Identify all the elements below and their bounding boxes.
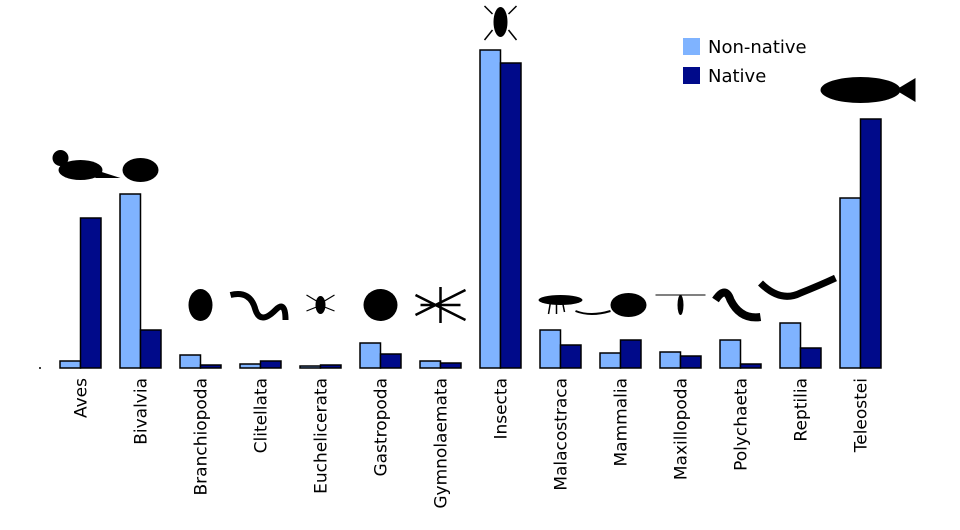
bar-mammalia-non-native: [599, 352, 622, 369]
bar-euchelicerata-non-native: [299, 365, 322, 369]
bar-branchiopoda-non-native: [179, 354, 202, 369]
bar-mammalia-native: [619, 339, 642, 369]
rat-icon: [575, 293, 647, 317]
bar-insecta-native: [499, 62, 522, 369]
bar-teleostei-native: [859, 118, 882, 369]
bar-maxillopoda-non-native: [659, 351, 682, 369]
clam-icon: [122, 158, 159, 182]
bar-bivalvia-native: [139, 329, 162, 369]
x-tick-label: Malacostraca: [552, 378, 572, 491]
x-tick-label: Clitellata: [252, 378, 272, 453]
x-tick-label: Mammalia: [612, 378, 632, 467]
mite-icon: [306, 294, 335, 314]
x-tick-label: Polychaeta: [732, 378, 752, 471]
x-tick-label: Branchiopoda: [192, 378, 212, 496]
bar-reptilia-non-native: [779, 322, 802, 369]
bar-polychaeta-non-native: [719, 339, 742, 369]
bar-clitellata-non-native: [239, 363, 262, 369]
bar-euchelicerata-native: [319, 364, 342, 369]
x-tick-label: Insecta: [492, 378, 512, 440]
polychaete-icon: [712, 288, 762, 322]
bar-gastropoda-native: [379, 353, 402, 369]
snail-icon: [363, 289, 398, 321]
lizard-icon: [758, 274, 837, 300]
worm-icon: [229, 291, 289, 321]
x-tick-label: Reptilia: [792, 378, 812, 442]
x-tick-label: Bivalvia: [132, 378, 152, 445]
bar-insecta-non-native: [479, 49, 502, 369]
x-tick-label: Euchelicerata: [312, 378, 332, 494]
bar-bivalvia-non-native: [119, 193, 142, 369]
bar-reptilia-native: [799, 347, 822, 369]
fish-icon: [820, 77, 916, 103]
x-tick-label: Gymnolaemata: [432, 378, 452, 509]
bar-gymnolaemata-native: [439, 362, 462, 369]
bar-clitellata-native: [259, 360, 282, 369]
x-tick-label: Gastropoda: [372, 378, 392, 477]
bar-branchiopoda-native: [199, 364, 222, 369]
x-tick-label: Maxillopoda: [672, 378, 692, 480]
beetle-icon: [483, 5, 518, 41]
bar-malacostraca-native: [559, 344, 582, 369]
bar-gastropoda-non-native: [359, 342, 382, 369]
legend-swatch-non-native: [683, 38, 700, 55]
legend-label-non-native: Non-native: [708, 37, 807, 58]
bar-polychaeta-native: [739, 363, 762, 369]
bird-icon: [52, 150, 121, 180]
x-tick-label: Aves: [72, 378, 92, 418]
bar-malacostraca-non-native: [539, 329, 562, 369]
copepod-icon: [655, 294, 706, 315]
legend-swatch-native: [683, 67, 700, 84]
shrimp-icon: [538, 295, 583, 315]
water-flea-icon: [188, 289, 213, 321]
bar-maxillopoda-native: [679, 355, 702, 369]
bar-teleostei-non-native: [839, 197, 862, 369]
axis-origin-mark: [39, 367, 41, 369]
bar-aves-native: [79, 217, 102, 369]
x-tick-label: Teleostei: [852, 378, 872, 453]
bar-gymnolaemata-non-native: [419, 360, 442, 369]
legend-label-native: Native: [708, 66, 766, 87]
bar-aves-non-native: [59, 360, 82, 369]
legend: Non-native Native: [683, 37, 807, 87]
bryozoan-icon: [414, 287, 467, 323]
